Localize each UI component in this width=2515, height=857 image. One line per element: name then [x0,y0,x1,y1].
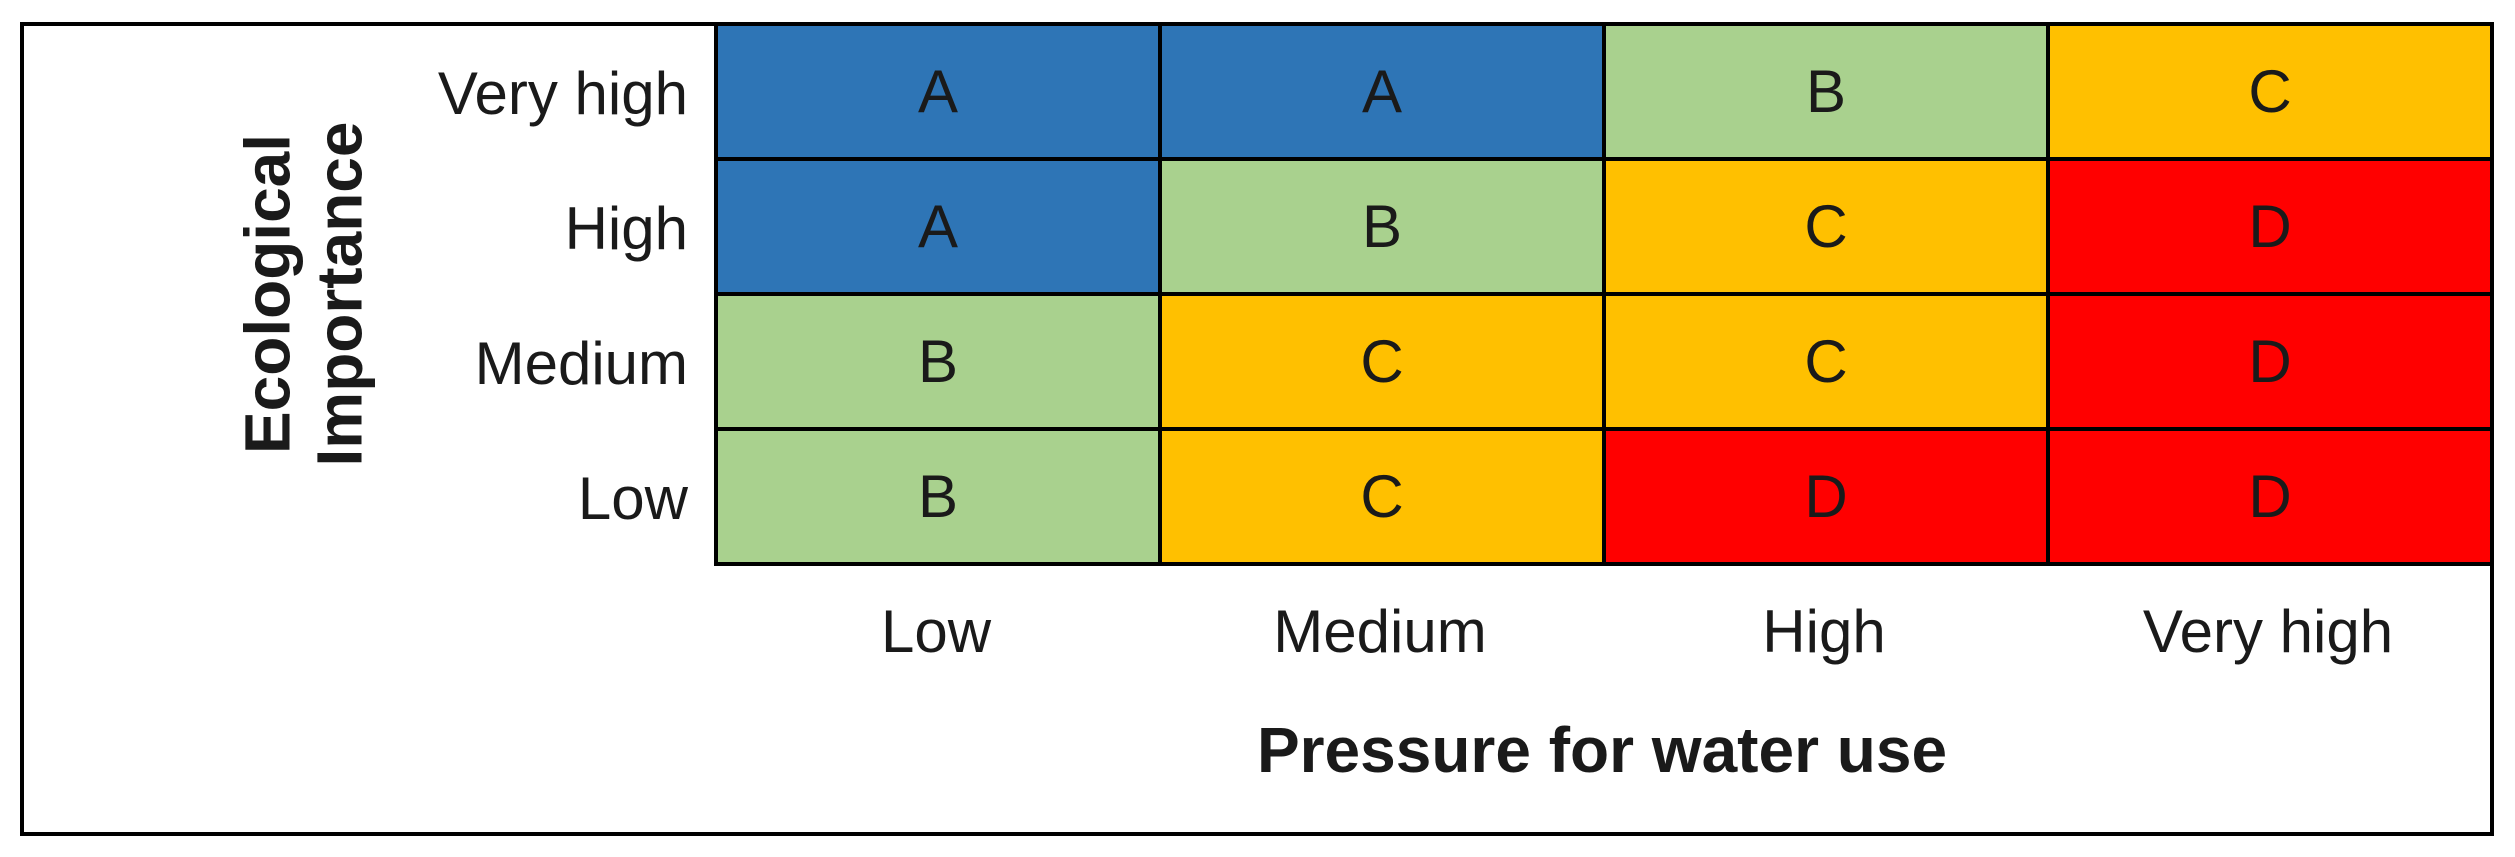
matrix-cell-r3c3: C [1602,296,2046,431]
col-label-low: Low [880,597,992,665]
matrix-cell-r4c4: D [2046,431,2490,566]
matrix-cell-r4c1: B [714,431,1158,566]
matrix-cell-r3c1: B [714,296,1158,431]
matrix-cell-r1c2: A [1158,26,1602,161]
matrix-cell-r2c1: A [714,161,1158,296]
row-label-medium: Medium [474,330,688,397]
x-axis-title: Pressure for water use [1256,714,1948,786]
col-label-medium: Medium [1273,597,1487,665]
row-label-high: High [564,195,688,262]
matrix-cell-r2c3: C [1602,161,2046,296]
risk-matrix-figure: Ecological Importance Very high High Med… [20,22,2494,836]
matrix-cell-r4c3: D [1602,431,2046,566]
col-label-high: High [1762,597,1886,665]
row-label-very-high: Very high [437,60,688,127]
matrix-cell-r3c4: D [2046,296,2490,431]
y-axis-area: Ecological Importance Very high High Med… [24,26,714,566]
row-labels: Very high High Medium Low [24,26,714,566]
matrix-cell-r3c2: C [1158,296,1602,431]
matrix-cell-r1c4: C [2046,26,2490,161]
row-label-low: Low [577,465,688,532]
col-label-very-high: Very high [2142,597,2394,665]
matrix-cell-r1c1: A [714,26,1158,161]
matrix-cell-r2c4: D [2046,161,2490,296]
matrix-cell-r1c3: B [1602,26,2046,161]
matrix-cell-r2c2: B [1158,161,1602,296]
matrix-cell-r4c2: C [1158,431,1602,566]
